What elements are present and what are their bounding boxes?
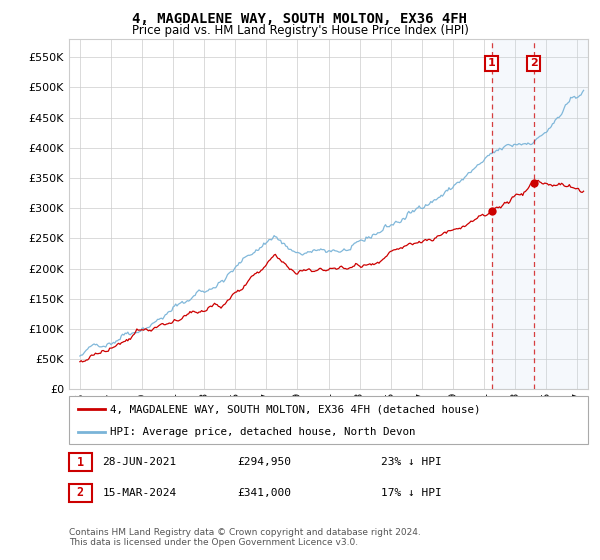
Text: Contains HM Land Registry data © Crown copyright and database right 2024.
This d: Contains HM Land Registry data © Crown c… — [69, 528, 421, 547]
Text: 23% ↓ HPI: 23% ↓ HPI — [381, 457, 442, 467]
Text: Price paid vs. HM Land Registry's House Price Index (HPI): Price paid vs. HM Land Registry's House … — [131, 24, 469, 37]
Bar — [491, 39, 588, 389]
Text: HPI: Average price, detached house, North Devon: HPI: Average price, detached house, Nort… — [110, 427, 415, 437]
Text: 2: 2 — [530, 58, 538, 68]
Text: 2: 2 — [77, 486, 84, 500]
Text: 1: 1 — [488, 58, 496, 68]
Text: £294,950: £294,950 — [237, 457, 291, 467]
Text: £341,000: £341,000 — [237, 488, 291, 498]
Text: 4, MAGDALENE WAY, SOUTH MOLTON, EX36 4FH: 4, MAGDALENE WAY, SOUTH MOLTON, EX36 4FH — [133, 12, 467, 26]
Bar — [491, 39, 588, 389]
Text: 4, MAGDALENE WAY, SOUTH MOLTON, EX36 4FH (detached house): 4, MAGDALENE WAY, SOUTH MOLTON, EX36 4FH… — [110, 404, 481, 414]
Text: 15-MAR-2024: 15-MAR-2024 — [103, 488, 177, 498]
Text: 28-JUN-2021: 28-JUN-2021 — [103, 457, 177, 467]
Text: 17% ↓ HPI: 17% ↓ HPI — [381, 488, 442, 498]
Text: 1: 1 — [77, 455, 84, 469]
